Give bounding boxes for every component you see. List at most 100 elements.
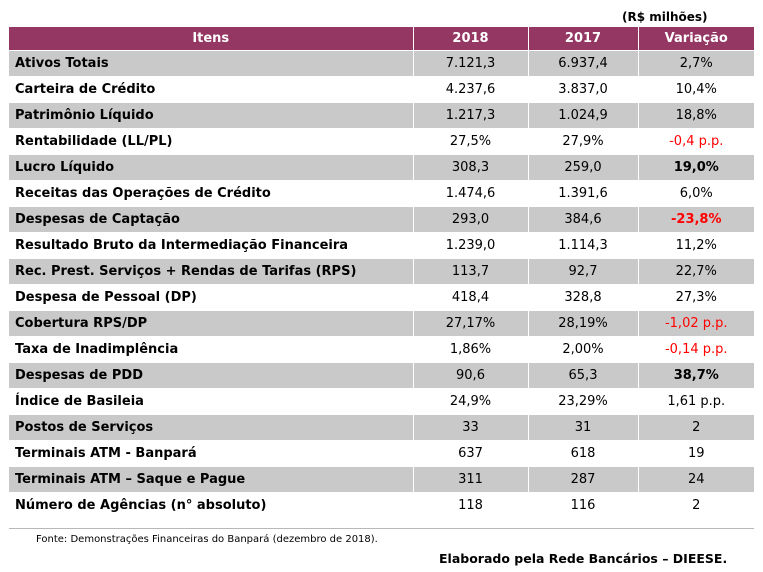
value-2018: 118	[413, 492, 529, 518]
value-2017: 384,6	[528, 206, 639, 233]
header-variation: Variação	[638, 27, 754, 51]
row-label: Receitas das Operações de Crédito	[9, 180, 414, 207]
value-2018: 1.239,0	[413, 232, 529, 259]
value-variation: 10,4%	[638, 76, 754, 103]
value-variation: -0,14 p.p.	[638, 336, 754, 363]
table-row: Receitas das Operações de Crédito 1.474,…	[9, 180, 754, 207]
value-2017: 92,7	[528, 258, 639, 285]
value-2018: 1,86%	[413, 336, 529, 363]
row-label: Postos de Serviços	[9, 414, 414, 441]
value-2017: 31	[528, 414, 639, 441]
value-variation: -1,02 p.p.	[638, 310, 754, 337]
value-variation: 19	[638, 440, 754, 467]
table-row: Terminais ATM - Banpará 637 618 19	[9, 440, 754, 467]
value-2018: 1.217,3	[413, 102, 529, 129]
value-variation: 38,7%	[638, 362, 754, 389]
value-variation: 2,7%	[638, 50, 754, 77]
value-2017: 28,19%	[528, 310, 639, 337]
row-label: Despesas de Captação	[9, 206, 414, 233]
value-variation: 18,8%	[638, 102, 754, 129]
row-label: Despesas de PDD	[9, 362, 414, 389]
row-label: Terminais ATM – Saque e Pague	[9, 466, 414, 493]
value-2018: 293,0	[413, 206, 529, 233]
value-variation: 6,0%	[638, 180, 754, 207]
value-2018: 33	[413, 414, 529, 441]
credit-note: Elaborado pela Rede Bancários – DIEESE.	[439, 551, 728, 566]
value-2018: 308,3	[413, 154, 529, 181]
table-row: Despesas de PDD 90,6 65,3 38,7%	[9, 362, 754, 389]
value-2018: 7.121,3	[413, 50, 529, 77]
header-2017: 2017	[528, 27, 639, 51]
value-2018: 24,9%	[413, 388, 529, 415]
table-row: Ativos Totais 7.121,3 6.937,4 2,7%	[9, 50, 754, 77]
value-2017: 2,00%	[528, 336, 639, 363]
row-label: Rec. Prest. Serviços + Rendas de Tarifas…	[9, 258, 414, 285]
value-2017: 287	[528, 466, 639, 493]
table-row: Postos de Serviços 33 31 2	[9, 414, 754, 441]
value-2018: 418,4	[413, 284, 529, 311]
value-2017: 27,9%	[528, 128, 639, 155]
value-2017: 3.837,0	[528, 76, 639, 103]
header-items: Itens	[9, 27, 414, 51]
table-row: Lucro Líquido 308,3 259,0 19,0%	[9, 154, 754, 181]
row-label: Terminais ATM - Banpará	[9, 440, 414, 467]
unit-note: (R$ milhões)	[622, 10, 708, 24]
table-row: Carteira de Crédito 4.237,6 3.837,0 10,4…	[9, 76, 754, 103]
row-label: Taxa de Inadimplência	[9, 336, 414, 363]
table-row: Cobertura RPS/DP 27,17% 28,19% -1,02 p.p…	[9, 310, 754, 337]
value-variation: 2	[638, 414, 754, 441]
table-row: Rec. Prest. Serviços + Rendas de Tarifas…	[9, 258, 754, 285]
value-2017: 65,3	[528, 362, 639, 389]
value-variation: -0,4 p.p.	[638, 128, 754, 155]
value-variation: 1,61 p.p.	[638, 388, 754, 415]
table-header-row: Itens 2018 2017 Variação	[9, 27, 754, 51]
table-row: Despesas de Captação 293,0 384,6 -23,8%	[9, 206, 754, 233]
row-label: Lucro Líquido	[9, 154, 414, 181]
value-variation: -23,8%	[638, 206, 754, 233]
table-row: Resultado Bruto da Intermediação Finance…	[9, 232, 754, 259]
value-2017: 1.114,3	[528, 232, 639, 259]
row-label: Número de Agências (n° absoluto)	[9, 492, 414, 518]
row-label: Despesa de Pessoal (DP)	[9, 284, 414, 311]
value-variation: 19,0%	[638, 154, 754, 181]
table-row: Patrimônio Líquido 1.217,3 1.024,9 18,8%	[9, 102, 754, 129]
table-row: Rentabilidade (LL/PL) 27,5% 27,9% -0,4 p…	[9, 128, 754, 155]
table-bottom-rule	[9, 528, 754, 529]
value-2017: 6.937,4	[528, 50, 639, 77]
row-label: Patrimônio Líquido	[9, 102, 414, 129]
row-label: Ativos Totais	[9, 50, 414, 77]
value-variation: 2	[638, 492, 754, 518]
table-row: Número de Agências (n° absoluto) 118 116…	[9, 492, 754, 518]
value-2017: 116	[528, 492, 639, 518]
table-row: Índice de Basileia 24,9% 23,29% 1,61 p.p…	[9, 388, 754, 415]
source-note: Fonte: Demonstrações Financeiras do Banp…	[36, 534, 378, 545]
value-2018: 90,6	[413, 362, 529, 389]
value-2017: 1.024,9	[528, 102, 639, 129]
row-label: Carteira de Crédito	[9, 76, 414, 103]
value-2018: 311	[413, 466, 529, 493]
header-2018: 2018	[413, 27, 529, 51]
value-variation: 24	[638, 466, 754, 493]
value-2017: 328,8	[528, 284, 639, 311]
table-row: Terminais ATM – Saque e Pague 311 287 24	[9, 466, 754, 493]
value-variation: 11,2%	[638, 232, 754, 259]
value-2017: 23,29%	[528, 388, 639, 415]
value-2017: 259,0	[528, 154, 639, 181]
value-2018: 1.474,6	[413, 180, 529, 207]
value-2018: 637	[413, 440, 529, 467]
row-label: Rentabilidade (LL/PL)	[9, 128, 414, 155]
value-variation: 27,3%	[638, 284, 754, 311]
row-label: Índice de Basileia	[9, 388, 414, 415]
value-variation: 22,7%	[638, 258, 754, 285]
value-2018: 4.237,6	[413, 76, 529, 103]
value-2018: 27,17%	[413, 310, 529, 337]
value-2018: 113,7	[413, 258, 529, 285]
value-2017: 1.391,6	[528, 180, 639, 207]
row-label: Cobertura RPS/DP	[9, 310, 414, 337]
financial-table: Itens 2018 2017 Variação Ativos Totais 7…	[9, 27, 754, 518]
table-row: Taxa de Inadimplência 1,86% 2,00% -0,14 …	[9, 336, 754, 363]
table-row: Despesa de Pessoal (DP) 418,4 328,8 27,3…	[9, 284, 754, 311]
row-label: Resultado Bruto da Intermediação Finance…	[9, 232, 414, 259]
value-2017: 618	[528, 440, 639, 467]
value-2018: 27,5%	[413, 128, 529, 155]
